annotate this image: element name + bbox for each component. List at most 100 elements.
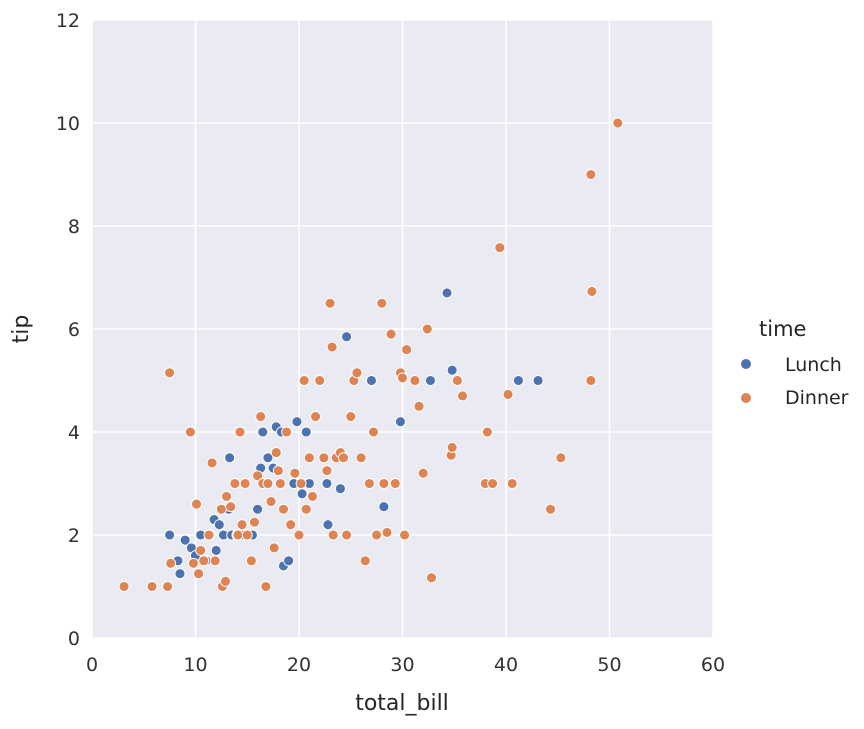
x-tick-label: 20	[287, 654, 311, 676]
data-point-dinner	[206, 457, 218, 469]
data-point-lunch	[224, 452, 236, 464]
data-point-dinner	[310, 411, 322, 422]
data-point-lunch	[341, 331, 353, 343]
data-point-dinner	[303, 452, 315, 464]
data-point-dinner	[225, 501, 237, 513]
data-point-dinner	[324, 297, 336, 309]
x-tick-label: 50	[597, 654, 621, 676]
data-point-dinner	[327, 529, 339, 541]
data-point-dinner	[363, 478, 375, 489]
data-point-dinner	[338, 452, 349, 464]
data-point-lunch	[300, 426, 312, 438]
data-point-dinner	[409, 375, 421, 386]
legend-marker-lunch	[740, 358, 752, 370]
data-point-lunch	[213, 519, 225, 531]
data-point-dinner	[494, 242, 506, 254]
data-points	[118, 117, 624, 592]
data-point-dinner	[295, 478, 307, 489]
y-tick-label: 4	[68, 422, 80, 444]
y-tick-label: 2	[68, 525, 80, 547]
x-tick-label: 30	[390, 654, 414, 676]
data-point-dinner	[585, 375, 597, 386]
data-point-dinner	[195, 545, 207, 556]
data-point-dinner	[203, 529, 215, 541]
data-point-dinner	[378, 478, 390, 489]
data-point-dinner	[376, 297, 388, 309]
data-point-dinner	[355, 452, 367, 464]
y-tick-label: 12	[56, 10, 80, 32]
data-point-dinner	[241, 529, 253, 541]
data-point-dinner	[368, 426, 379, 438]
legend-marker-dinner	[740, 392, 752, 404]
data-point-dinner	[426, 572, 437, 584]
data-point-dinner	[209, 555, 221, 567]
data-point-dinner	[401, 344, 413, 356]
x-tick-labels: 0 10 20 30 40 50 60	[86, 654, 725, 676]
data-point-dinner	[446, 442, 458, 453]
data-point-dinner	[249, 516, 260, 528]
data-point-dinner	[307, 490, 318, 502]
data-point-dinner	[318, 452, 330, 464]
data-point-dinner	[298, 375, 310, 386]
data-point-dinner	[285, 519, 297, 531]
data-point-dinner	[506, 478, 518, 489]
data-point-dinner	[162, 581, 174, 592]
data-point-dinner	[234, 426, 246, 438]
y-axis-label: tip	[9, 315, 34, 344]
data-point-lunch	[174, 568, 186, 580]
data-point-dinner	[220, 575, 231, 587]
data-point-dinner	[451, 375, 463, 386]
data-point-dinner	[232, 529, 244, 541]
data-point-dinner	[272, 465, 284, 477]
data-point-dinner	[345, 411, 357, 422]
data-point-dinner	[262, 478, 274, 489]
data-point-lunch	[262, 452, 274, 464]
data-point-dinner	[417, 467, 429, 479]
data-point-lunch	[321, 478, 333, 489]
y-tick-labels: 0 2 4 6 8 10 12	[56, 10, 80, 650]
data-point-lunch	[257, 426, 269, 438]
data-point-dinner	[260, 581, 272, 592]
data-point-dinner	[481, 426, 493, 438]
data-point-lunch	[210, 545, 222, 556]
data-point-dinner	[191, 498, 202, 510]
data-point-dinner	[270, 447, 282, 459]
data-point-dinner	[268, 542, 280, 554]
data-point-dinner	[146, 581, 158, 592]
data-point-lunch	[366, 375, 377, 386]
data-point-dinner	[457, 390, 468, 402]
data-point-dinner	[397, 372, 408, 384]
data-point-dinner	[293, 529, 305, 541]
legend-title: time	[759, 317, 806, 341]
data-point-lunch	[441, 287, 453, 299]
data-point-dinner	[278, 503, 289, 515]
data-point-lunch	[532, 375, 544, 386]
data-point-dinner	[221, 490, 233, 502]
data-point-lunch	[512, 375, 524, 386]
data-point-dinner	[399, 529, 411, 541]
data-point-lunch	[378, 501, 390, 513]
legend-label-dinner: Dinner	[785, 387, 849, 409]
data-point-lunch	[424, 375, 436, 386]
y-tick-label: 0	[68, 628, 80, 650]
data-point-lunch	[394, 416, 406, 428]
data-point-dinner	[389, 478, 401, 489]
data-point-dinner	[321, 465, 333, 477]
data-point-dinner	[236, 519, 248, 531]
data-point-lunch	[296, 488, 308, 500]
data-point-dinner	[265, 496, 277, 507]
y-tick-label: 6	[68, 319, 80, 341]
data-point-dinner	[164, 367, 176, 379]
data-point-dinner	[371, 529, 383, 541]
data-point-dinner	[245, 555, 257, 567]
data-point-dinner	[118, 581, 130, 592]
data-point-dinner	[187, 557, 199, 569]
y-tick-label: 10	[56, 113, 80, 135]
x-axis-label: total_bill	[355, 691, 449, 716]
data-point-dinner	[487, 478, 498, 489]
x-tick-label: 10	[183, 654, 207, 676]
x-tick-label: 40	[494, 654, 518, 676]
data-point-lunch	[446, 364, 458, 376]
data-point-lunch	[334, 483, 346, 495]
data-point-dinner	[612, 117, 624, 129]
